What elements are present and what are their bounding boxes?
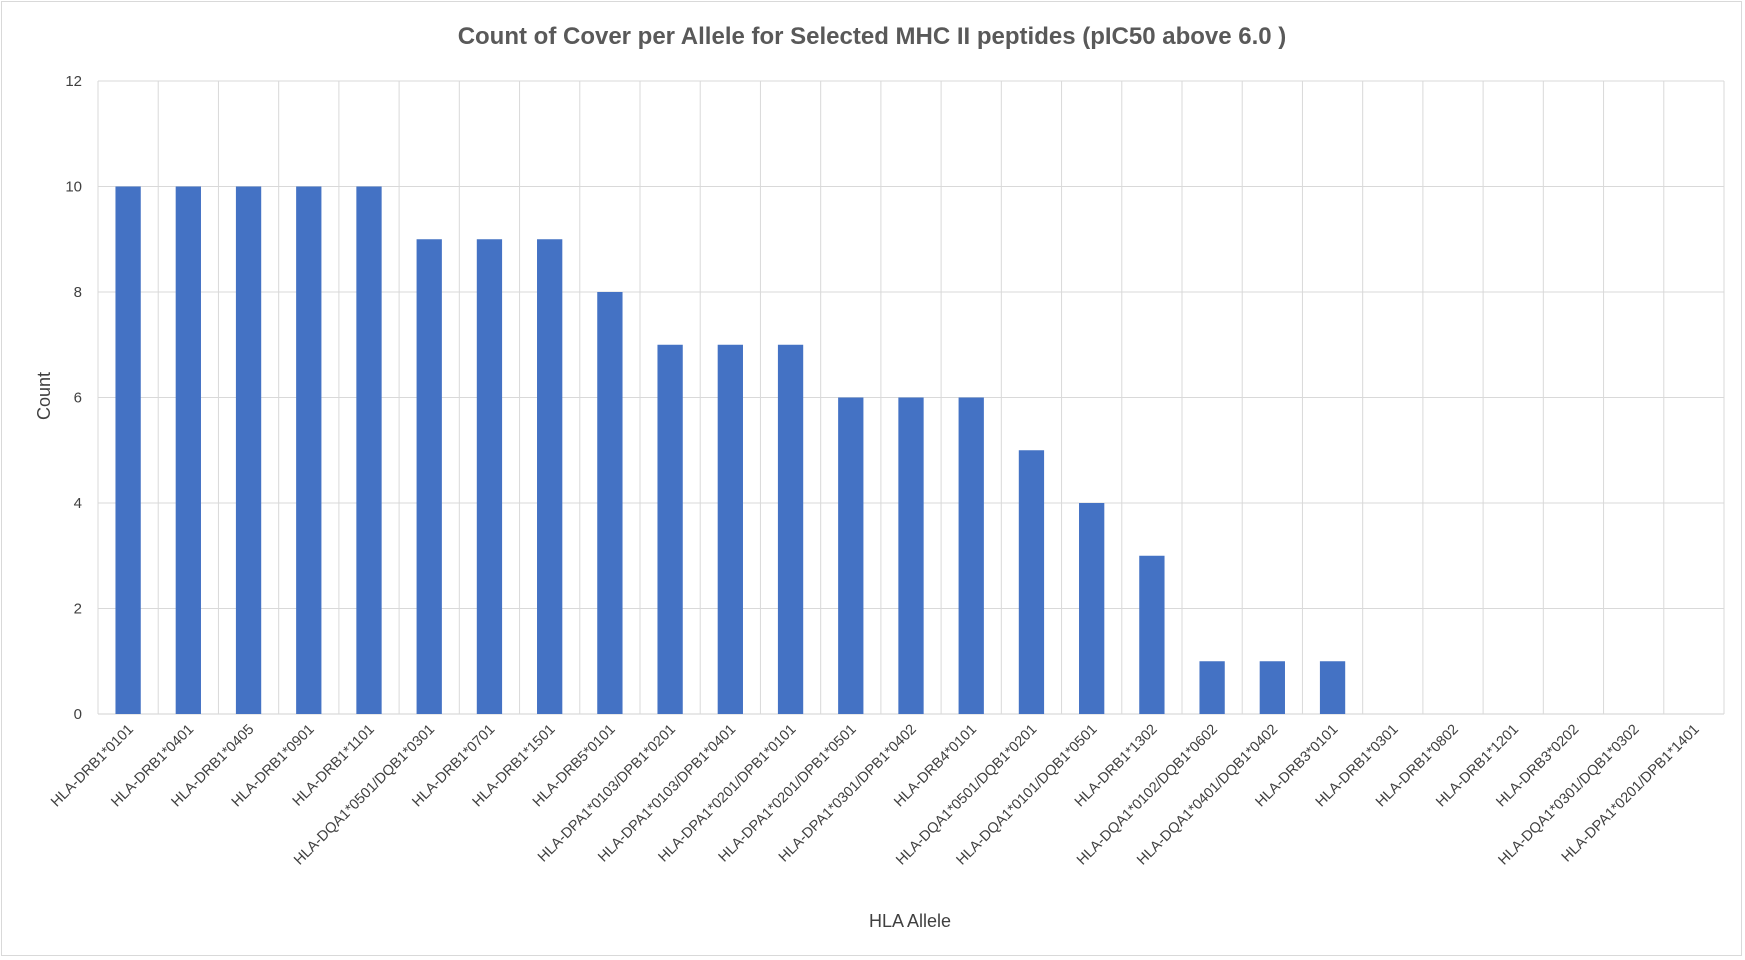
x-axis-ticks: HLA-DRB1*0101HLA-DRB1*0401HLA-DRB1*0405H… bbox=[48, 722, 1703, 869]
chart-title: Count of Cover per Allele for Selected M… bbox=[458, 23, 1287, 50]
bar bbox=[1079, 503, 1105, 714]
bar bbox=[657, 344, 683, 714]
y-tick-label: 0 bbox=[74, 706, 82, 723]
bar bbox=[175, 186, 201, 714]
bar bbox=[717, 344, 743, 714]
bars bbox=[115, 186, 1346, 714]
bar bbox=[537, 239, 563, 714]
bar bbox=[296, 186, 322, 714]
bar bbox=[1319, 661, 1346, 714]
bar bbox=[838, 397, 864, 714]
y-tick-label: 4 bbox=[74, 495, 82, 512]
y-axis-title: Count bbox=[34, 372, 54, 420]
bar bbox=[476, 239, 503, 714]
bar bbox=[356, 186, 382, 714]
bar bbox=[235, 186, 262, 714]
y-tick-label: 10 bbox=[65, 179, 82, 196]
bar bbox=[1018, 450, 1045, 714]
bar bbox=[1259, 661, 1285, 714]
bar bbox=[958, 397, 984, 714]
bar bbox=[777, 344, 804, 714]
bar bbox=[1139, 555, 1165, 714]
bar bbox=[115, 186, 141, 714]
y-tick-label: 8 bbox=[74, 284, 82, 301]
y-axis-ticks: 0 2 4 6 8 10 12 bbox=[65, 73, 82, 723]
y-tick-label: 6 bbox=[74, 390, 82, 407]
bar bbox=[1199, 661, 1225, 714]
y-tick-label: 2 bbox=[74, 601, 82, 618]
bar bbox=[898, 397, 924, 714]
bar bbox=[416, 239, 442, 714]
y-tick-label: 12 bbox=[65, 73, 82, 90]
bar bbox=[597, 292, 623, 714]
x-axis-title: HLA Allele bbox=[869, 911, 951, 931]
